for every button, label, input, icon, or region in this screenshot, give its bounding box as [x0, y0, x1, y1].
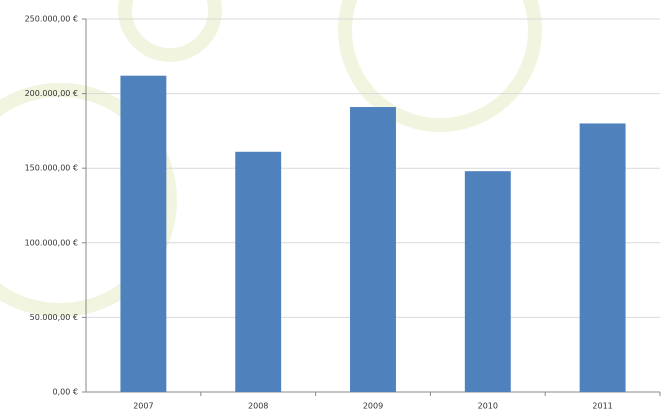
x-tick-label: 2011	[592, 402, 612, 411]
bar	[235, 151, 282, 392]
x-tick-label: 2009	[363, 402, 383, 411]
x-tick-label: 2007	[133, 402, 153, 411]
y-tick-label: 0,00 €	[53, 388, 78, 397]
background-decoration	[0, 0, 542, 317]
x-tick-label: 2008	[248, 402, 268, 411]
x-tick-label: 2010	[478, 402, 498, 411]
bar	[120, 75, 167, 393]
y-tick-label: 250.000,00 €	[25, 15, 78, 24]
y-tick-label: 200.000,00 €	[25, 89, 78, 98]
bar	[464, 171, 511, 392]
y-tick-label: 100.000,00 €	[25, 238, 78, 247]
bar	[579, 123, 626, 392]
y-tick-label: 50.000,00 €	[30, 313, 78, 322]
y-tick-label: 150.000,00 €	[25, 164, 78, 173]
bar	[350, 107, 396, 392]
